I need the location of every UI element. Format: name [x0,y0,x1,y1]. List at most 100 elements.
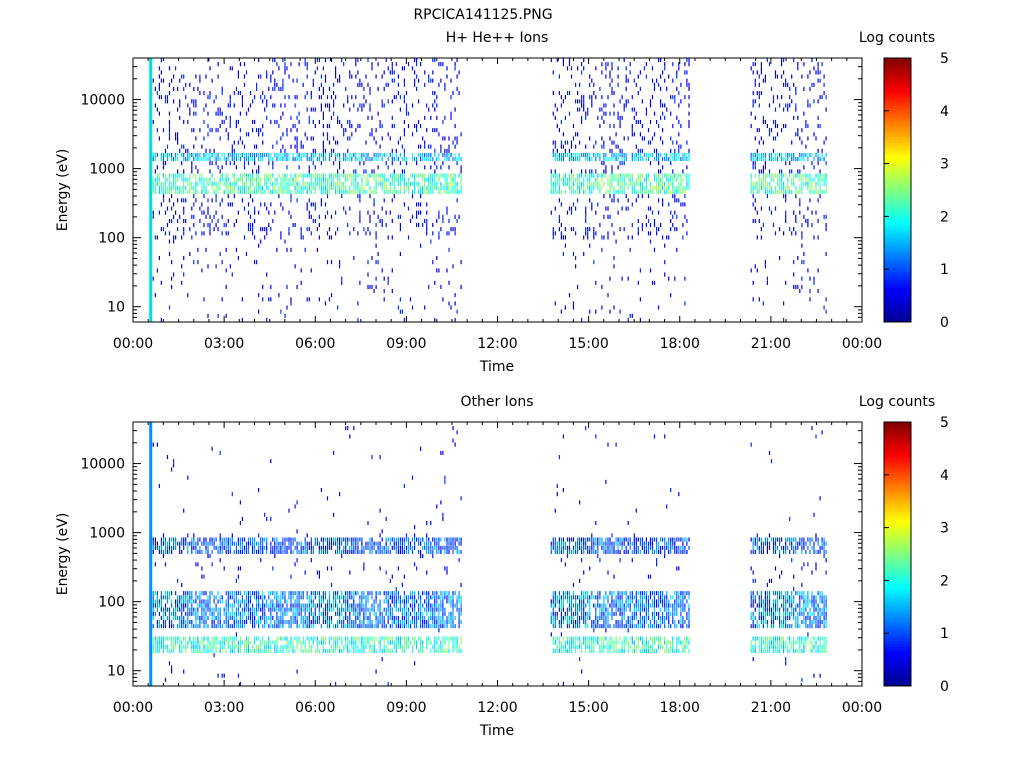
colorbar-tick-label: 3 [940,157,949,173]
heatmap-cell [333,136,335,141]
heatmap-cell [179,78,181,83]
heatmap-cell [414,181,416,186]
heatmap-cell [619,115,621,120]
colorbar-segment [884,258,911,262]
heatmap-cell [653,111,656,116]
heatmap-cell [185,595,187,600]
heatmap-cell [223,119,225,124]
heatmap-cell [280,591,282,596]
heatmap-cell [393,177,395,182]
heatmap-cell [440,148,442,153]
heatmap-cell [284,549,286,554]
colorbar-segment [884,300,911,304]
heatmap-cell [686,173,688,178]
heatmap-cell [789,227,791,232]
heatmap-cell [621,161,623,166]
heatmap-cell [173,202,175,207]
heatmap-cell [645,185,647,190]
heatmap-cell [158,111,160,116]
heatmap-cell [320,545,322,550]
heatmap-cell [286,185,288,190]
heatmap-cell [428,185,430,190]
heatmap-cell [589,74,591,79]
heatmap-cell [781,128,783,133]
heatmap-cell [805,152,807,157]
heatmap-cell [817,124,819,129]
heatmap-cell [762,119,764,124]
heatmap-cell [223,673,225,678]
heatmap-cell [245,636,248,641]
heatmap-cell [680,99,682,104]
heatmap-cell [306,152,308,157]
heatmap-cell [302,624,304,629]
heatmap-cell [649,140,652,145]
heatmap-cell [617,144,619,149]
heatmap-cell [420,124,422,129]
heatmap-cell [385,185,387,190]
heatmap-cell [623,190,625,195]
heatmap-cell [207,599,209,604]
heatmap-cell [185,218,187,223]
heatmap-cell [225,247,227,252]
heatmap-cell [173,640,175,645]
heatmap-cell [432,185,434,190]
heatmap-cell [768,181,771,186]
heatmap-cell [272,640,274,645]
heatmap-cell [168,177,171,182]
heatmap-cell [595,152,597,157]
heatmap-cell [294,611,296,616]
heatmap-cell [219,537,221,542]
heatmap-cell [227,132,229,137]
heatmap-cell [322,177,324,182]
heatmap-cell [375,177,377,182]
heatmap-cell [278,190,280,195]
heatmap-cell [442,119,444,124]
heatmap-cell [284,541,286,546]
heatmap-cell [585,169,587,174]
heatmap-cell [225,607,227,612]
heatmap-cell [243,74,246,79]
heatmap-cell [351,591,353,596]
heatmap-cell [335,140,337,145]
y-tick-label: 100 [98,231,125,247]
heatmap-cell [171,611,173,616]
heatmap-cell [156,607,158,612]
heatmap-cell [280,599,282,604]
heatmap-cell [770,185,773,190]
heatmap-cell [379,177,381,182]
heatmap-cell [353,640,355,645]
heatmap-cell [217,624,219,629]
heatmap-cell [359,198,361,203]
heatmap-cell [432,223,434,228]
heatmap-cell [193,644,195,649]
heatmap-cell [290,177,292,182]
heatmap-cell [252,537,254,542]
heatmap-cell [456,58,458,63]
heatmap-cell [276,119,278,124]
heatmap-cell [552,181,554,186]
heatmap-cell [213,537,215,542]
heatmap-cell [152,599,154,604]
heatmap-cell [308,636,310,641]
heatmap-cell [345,607,347,612]
heatmap-cell [256,128,258,133]
heatmap-cell [631,177,633,182]
heatmap-cell [752,157,754,162]
heatmap-cell [351,173,353,178]
heatmap-cell [658,227,660,232]
heatmap-cell [282,177,284,182]
heatmap-cell [201,190,203,195]
heatmap-cell [276,591,278,596]
heatmap-cell [418,144,420,149]
heatmap-cell [787,181,789,186]
heatmap-cell [270,599,272,604]
heatmap-cell [760,227,762,232]
heatmap-cell [256,260,258,265]
heatmap-cell [187,157,189,162]
heatmap-cell [676,198,678,203]
heatmap-cell [428,152,430,157]
colorbar-segment [884,118,911,122]
heatmap-cell [199,599,201,604]
heatmap-cell [207,58,209,63]
heatmap-cell [252,615,254,620]
